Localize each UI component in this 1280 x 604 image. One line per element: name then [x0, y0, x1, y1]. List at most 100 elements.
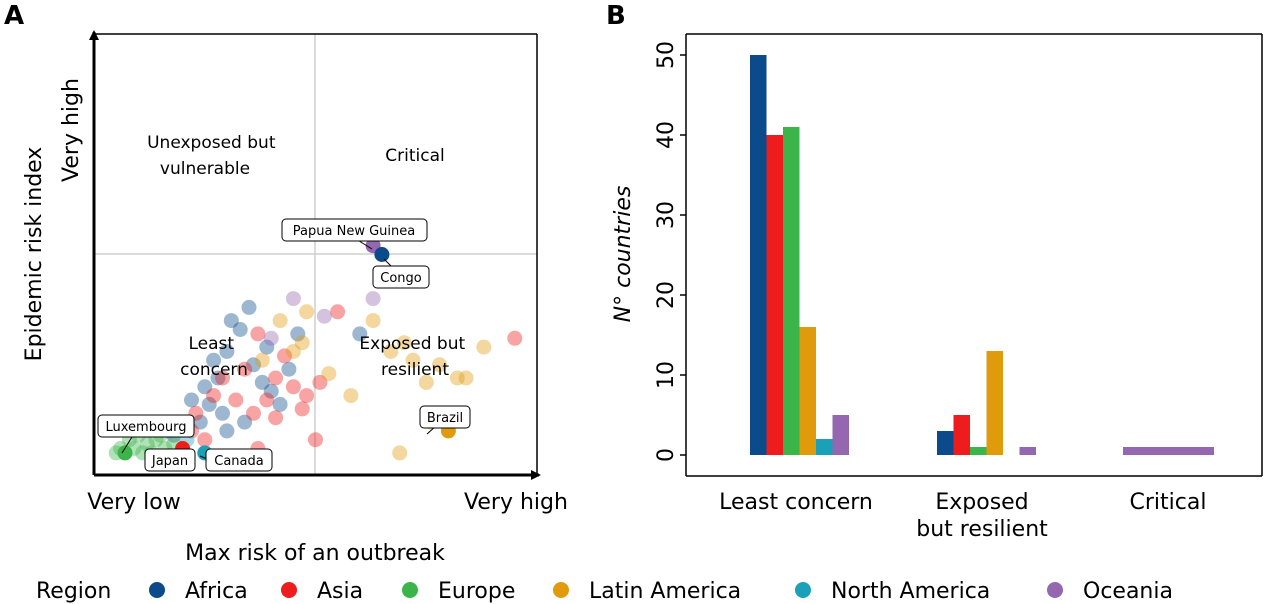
callout-papua-new-guinea: Papua New Guinea — [281, 218, 428, 250]
y-tick-label: 0 — [654, 448, 679, 462]
callout-text: Canada — [214, 454, 263, 469]
scatter-point-africa — [272, 396, 288, 412]
y-tick-label: 50 — [654, 41, 679, 69]
y-tick-label: 10 — [654, 361, 679, 389]
scatter-point-oceania — [316, 308, 332, 324]
y-tick-label: 20 — [654, 281, 679, 309]
scatter-point-africa — [184, 392, 199, 408]
panel-a: A Unexposed but vulnerable Critical Leas… — [4, 1, 568, 566]
scatter-point-asia — [228, 392, 244, 408]
legend-items: Africa Asia Europe Latin America North Ameri… — [149, 579, 1173, 604]
callout-text: Congo — [380, 271, 422, 286]
callout-canada: Canada — [199, 448, 273, 472]
legend-swatch — [149, 582, 165, 598]
scatter-point-europe — [139, 436, 155, 452]
panel-b-letter: B — [606, 1, 626, 31]
bar-oceania-exposed-but-resilient — [1019, 447, 1036, 455]
scatter-point-latin-america — [432, 357, 447, 373]
callout-text: Luxembourg — [105, 420, 186, 435]
highlighted-point-luxembourg — [117, 445, 133, 461]
x-tick-label-critical: Critical — [1130, 490, 1207, 515]
callout-text: Papua New Guinea — [293, 224, 415, 239]
quadrant-label-bottom-right: Exposed but resilient — [359, 334, 470, 380]
scatter-point-africa — [219, 344, 235, 359]
scatter-point-asia — [206, 388, 222, 404]
legend-swatch — [1047, 582, 1063, 598]
y-tick-label: 40 — [654, 121, 679, 149]
callout-text: Brazil — [427, 411, 463, 426]
scatter-point-asia — [215, 370, 230, 386]
legend: Region Africa Asia Europe Latin America Nort… — [36, 579, 1173, 604]
scatter-point-africa — [237, 414, 253, 430]
scatter-point-asia — [246, 405, 261, 421]
scatter-point-asia — [268, 370, 284, 386]
legend-label: North America — [831, 579, 990, 604]
scatter-point-latin-america — [285, 344, 301, 359]
scatter-point-latin-america — [418, 374, 434, 390]
legend-item-africa: Africa — [149, 579, 248, 604]
scatter-point-africa — [281, 361, 297, 377]
y-tick-label: 30 — [654, 201, 679, 229]
legend-swatch — [402, 582, 418, 598]
scatter-point-africa — [263, 383, 279, 399]
scatter-point-asia — [268, 410, 284, 426]
scatter-point-latin-america — [272, 313, 288, 329]
highlighted-point-congo — [374, 247, 390, 262]
scatter-point-africa — [290, 326, 306, 342]
bar-europe-exposed-but-resilient — [970, 447, 987, 455]
legend-label: Europe — [438, 579, 515, 604]
legend-item-europe: Europe — [402, 579, 515, 604]
scatter-point-latin-america — [476, 339, 492, 355]
bar-oceania-critical — [1123, 447, 1214, 455]
legend-label: Asia — [317, 579, 363, 604]
bar-africa-exposed-but-resilient — [937, 431, 954, 455]
scatter-point-latin-america — [449, 370, 465, 386]
legend-item-asia: Asia — [281, 579, 363, 604]
scatter-point-latin-america — [392, 445, 408, 461]
legend-label: Latin America — [589, 579, 741, 604]
scatter-point-africa — [215, 405, 230, 421]
scatter-point-latin-america — [396, 335, 412, 351]
y-tick-label-very-high: Very high — [59, 78, 84, 182]
callout-text: Japan — [151, 454, 188, 469]
scatter-point-asia — [277, 348, 292, 364]
scatter-point-africa — [206, 352, 222, 368]
bars — [750, 55, 1214, 455]
bar-europe-least-concern — [783, 127, 800, 455]
scatter-point-africa — [232, 322, 248, 337]
x-tick-labels: Least concern Exposed but resilient Critica… — [719, 490, 1206, 542]
scatter-point-africa — [201, 396, 217, 412]
scatter-point-asia — [250, 326, 266, 342]
bar-africa-least-concern — [750, 55, 767, 455]
legend-swatch — [281, 582, 297, 598]
bar-asia-exposed-but-resilient — [953, 415, 970, 455]
scatter-point-latin-america — [299, 304, 315, 320]
panel-a-letter: A — [4, 1, 24, 31]
scatter-point-latin-america — [458, 370, 474, 386]
scatter-point-asia — [312, 374, 328, 390]
scatter-point-latin-america — [365, 313, 381, 329]
scatter-point-latin-america — [294, 335, 310, 351]
callout-congo: Congo — [372, 258, 430, 289]
x-tick-label-exposed-but-resilient: Exposed but resilient — [916, 490, 1048, 542]
scatter-point-africa — [241, 299, 257, 315]
x-axis-title: Max risk of an outbreak — [185, 541, 445, 566]
scatter-point-oceania — [285, 291, 301, 307]
scatter-point-latin-america — [383, 344, 399, 359]
scatter-point-oceania — [263, 330, 279, 346]
scatter-point-latin-america — [321, 366, 337, 382]
scatter-point-asia — [294, 401, 310, 417]
scatter-point-africa — [219, 423, 235, 439]
bar-latin-america-exposed-but-resilient — [986, 351, 1003, 455]
x-tick-label-very-high: Very high — [464, 490, 568, 515]
scatter-point-asia — [330, 304, 346, 320]
y-axis-title: N° countries — [611, 186, 636, 323]
legend-item-north-america: North America — [795, 579, 990, 604]
scatter-point-asia — [299, 388, 315, 404]
scatter-point-africa — [254, 374, 270, 390]
scatter-point-oceania — [365, 291, 381, 307]
callout-japan: Japan — [144, 448, 196, 472]
scatter-point-africa — [192, 414, 208, 430]
bar-north-america-least-concern — [816, 439, 833, 455]
